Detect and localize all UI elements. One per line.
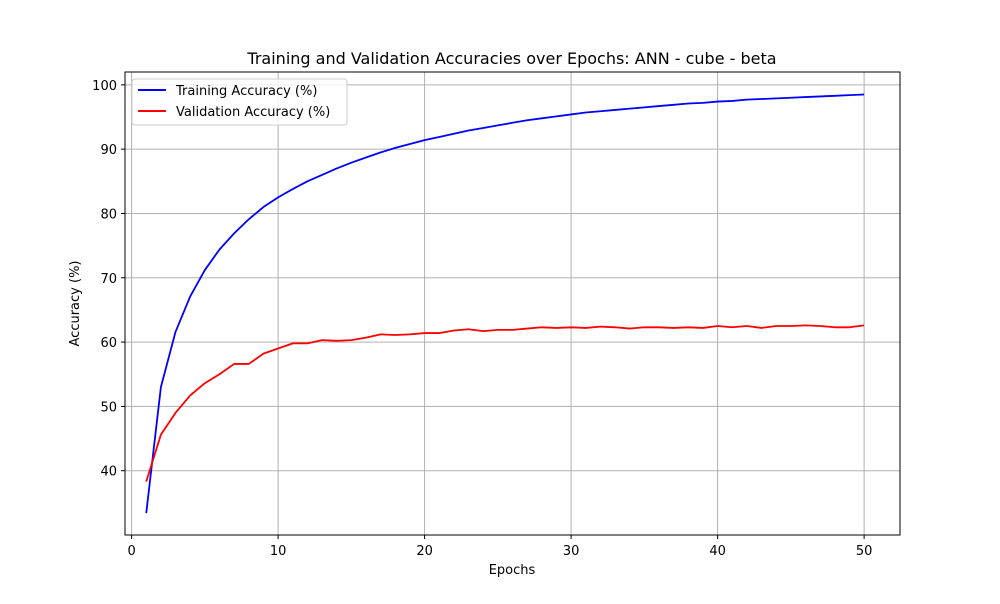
y-axis-ticks: 40 50 60 70 80 90 100: [92, 79, 125, 480]
x-axis-ticks: 0 10 20 30 40 50: [127, 535, 872, 559]
legend-label-validation: Validation Accuracy (%): [176, 105, 330, 120]
y-tick-label: 100: [92, 79, 117, 94]
x-tick-label: 50: [856, 544, 873, 559]
series-line-validation: [145, 324, 865, 482]
x-tick-label: 30: [563, 544, 580, 559]
y-tick-label: 70: [100, 272, 117, 287]
x-axis-label: Epochs: [489, 563, 536, 578]
series-line-training: [145, 93, 865, 514]
grid-lines: [125, 72, 900, 535]
x-tick-label: 40: [709, 544, 726, 559]
y-axis-label: Accuracy (%): [68, 261, 83, 347]
plot-area-frame: [124, 71, 901, 536]
y-tick-label: 80: [100, 207, 117, 222]
x-tick-label: 20: [416, 544, 433, 559]
legend: Training Accuracy (%) Validation Accurac…: [131, 78, 348, 126]
x-tick-label: 0: [127, 544, 135, 559]
legend-box: [131, 78, 348, 126]
y-tick-label: 40: [100, 465, 117, 480]
series-lines: [145, 93, 865, 514]
y-tick-label: 90: [100, 143, 117, 158]
legend-label-training: Training Accuracy (%): [175, 84, 317, 99]
x-tick-label: 10: [270, 544, 287, 559]
chart-title: Training and Validation Accuracies over …: [246, 49, 776, 68]
y-tick-label: 60: [100, 336, 117, 351]
y-tick-label: 50: [100, 400, 117, 415]
